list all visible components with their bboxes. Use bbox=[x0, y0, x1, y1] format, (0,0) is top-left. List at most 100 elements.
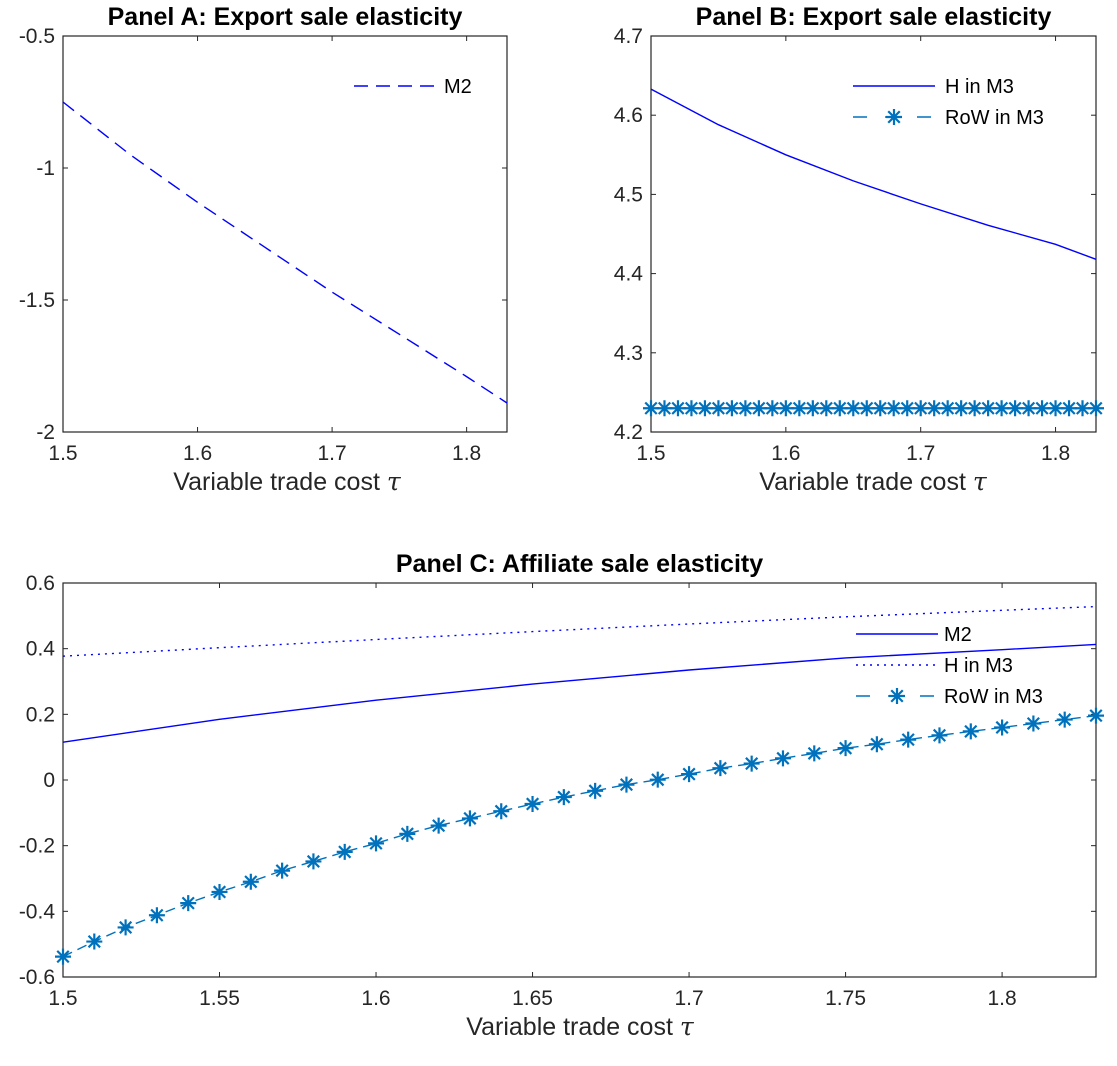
panel-b-title: Panel B: Export sale elasticity bbox=[696, 3, 1052, 31]
panel-c-x-tick-label: 1.7 bbox=[674, 987, 703, 1010]
panel-b-series-row-in-m3-marker bbox=[804, 400, 821, 417]
panel-c-series-row-in-m3-marker bbox=[900, 731, 917, 748]
panel-c-series-row-in-m3-marker bbox=[1088, 707, 1104, 724]
panel-c-series-row-in-m3-marker bbox=[211, 883, 228, 900]
panel-c-series-row-in-m3-marker bbox=[806, 745, 823, 762]
panel-b-series-row-in-m3-marker bbox=[1074, 400, 1091, 417]
panel-b-series-row-in-m3-marker bbox=[872, 400, 889, 417]
panel-c-series-row-in-m3-marker bbox=[55, 948, 71, 965]
panel-c-y-tick-label: -0.2 bbox=[19, 835, 55, 858]
panel-b-series-row-in-m3-marker bbox=[1047, 400, 1064, 417]
panel-b-series-row-in-m3-marker bbox=[993, 400, 1010, 417]
panel-c-series-row-in-m3-marker bbox=[994, 719, 1011, 736]
panel-c-series-row-in-m3-marker bbox=[336, 843, 353, 860]
panel-a-x-tick-label: 1.7 bbox=[317, 442, 346, 465]
panel-b-series-h-in-m3-line bbox=[650, 88, 1097, 260]
panel-c-x-axis-label: Variable trade cost τ bbox=[466, 1012, 695, 1041]
panel-b-series-row-in-m3-marker bbox=[818, 400, 835, 417]
panel-b-legend-label: RoW in M3 bbox=[945, 107, 1044, 129]
panel-c-legend-label: M2 bbox=[944, 624, 972, 646]
panel-b-x-axis-label-symbol: τ bbox=[973, 467, 988, 496]
panel-b-x-axis-label-text: Variable trade cost bbox=[759, 468, 973, 496]
panel-b-series-row-in-m3-marker bbox=[885, 400, 902, 417]
panel-b-y-tick-label: 4.5 bbox=[614, 183, 643, 206]
panel-b-series-row-in-m3-marker bbox=[939, 400, 956, 417]
panel-c-series-row-in-m3-marker bbox=[493, 803, 510, 820]
panel-b-x-tick-label: 1.6 bbox=[771, 442, 800, 465]
panel-b-series-row-in-m3-marker bbox=[1061, 400, 1078, 417]
panel-c-x-axis-label-symbol: τ bbox=[680, 1012, 695, 1041]
panel-b-series-row-in-m3-marker bbox=[899, 400, 916, 417]
panel-a-title: Panel A: Export sale elasticity bbox=[108, 3, 463, 31]
panel-c-series-row-in-m3-marker bbox=[712, 760, 729, 777]
panel-c-series-row-in-m3-marker bbox=[1056, 711, 1073, 728]
panel-a-plot-area bbox=[62, 35, 508, 433]
panel-c-series-row-in-m3-marker bbox=[962, 723, 979, 740]
panel-c-series-row-in-m3-marker bbox=[524, 795, 541, 812]
panel-b-legend-label: H in M3 bbox=[945, 76, 1014, 98]
panel-b-series-row-in-m3-marker bbox=[791, 400, 808, 417]
panel-b-series-row-in-m3-marker bbox=[953, 400, 970, 417]
panel-b-series-row-in-m3-marker bbox=[1007, 400, 1024, 417]
panel-c-x-tick-label: 1.6 bbox=[361, 987, 390, 1010]
panel-b-chart: Panel B: Export sale elasticity 1.5 1.6 1.7… bbox=[614, 3, 1104, 496]
panel-b-plot-area bbox=[650, 35, 1097, 433]
panel-c-series-row-in-m3-marker bbox=[274, 862, 291, 879]
panel-c-x-tick-label: 1.8 bbox=[987, 987, 1016, 1010]
panel-b-series-row-in-m3-marker bbox=[696, 400, 713, 417]
panel-b-y-tick-label: 4.2 bbox=[614, 421, 643, 444]
panel-c-series-row-in-m3-marker bbox=[368, 835, 385, 852]
panel-c-y-tick-label: -0.4 bbox=[19, 900, 56, 923]
panel-c-series-row-in-m3-marker bbox=[461, 810, 478, 827]
panel-a-x-tick-label: 1.5 bbox=[48, 442, 77, 465]
panel-a-legend: M2 bbox=[354, 76, 472, 98]
panel-b-x-tick-label: 1.8 bbox=[1041, 442, 1070, 465]
panel-b-x-axis-label: Variable trade cost τ bbox=[759, 467, 988, 496]
panel-c-series-row-in-m3-marker bbox=[399, 825, 416, 842]
panel-b-series-row-in-m3-marker bbox=[966, 400, 983, 417]
panel-c-series-row-in-m3-marker bbox=[743, 755, 760, 772]
panel-c-x-axis-label-text: Variable trade cost bbox=[466, 1013, 680, 1041]
panel-c-series-row-in-m3-marker bbox=[86, 933, 103, 950]
panel-b-x-tick-label: 1.5 bbox=[636, 442, 665, 465]
panel-c-series-row-in-m3-marker bbox=[649, 771, 666, 788]
panel-b-series-row-in-m3-marker bbox=[777, 400, 794, 417]
panel-b-y-tick-label: 4.7 bbox=[614, 25, 643, 48]
panel-c-y-tick-label: 0.2 bbox=[26, 703, 55, 726]
panel-c-series-h-in-m3-line bbox=[62, 605, 1097, 657]
panel-b-series-row-in-m3-marker bbox=[710, 400, 727, 417]
panel-c-series-row-in-m3-marker bbox=[117, 919, 134, 936]
panel-b-series-row-in-m3-marker bbox=[669, 400, 686, 417]
panel-b-y-tick-label: 4.4 bbox=[614, 263, 644, 286]
panel-c-plot-area bbox=[62, 582, 1097, 978]
panel-c-series-row-in-m3-marker bbox=[618, 776, 635, 793]
panel-b-legend-marker bbox=[886, 109, 902, 125]
panel-b-series-row-in-m3-marker bbox=[845, 400, 862, 417]
panel-b-series-row-in-m3-marker bbox=[723, 400, 740, 417]
panel-a-x-tick-label: 1.8 bbox=[452, 442, 481, 465]
panel-a-y-tick-label: -1.5 bbox=[19, 289, 55, 312]
panel-a-x-axis-label-symbol: τ bbox=[387, 467, 402, 496]
panel-b-legend: H in M3 RoW in M3 bbox=[853, 76, 1044, 129]
panel-a-x-axis-label: Variable trade cost τ bbox=[173, 467, 402, 496]
panel-a-x-axis-label-text: Variable trade cost bbox=[173, 468, 387, 496]
panel-c-y-tick-label: 0.6 bbox=[26, 572, 55, 595]
panel-c-series-row-in-m3-line bbox=[62, 714, 1097, 958]
panel-a-y-tick-label: -0.5 bbox=[19, 25, 55, 48]
panel-c-series-row-in-m3-marker bbox=[1025, 715, 1042, 732]
panel-c-series-row-in-m3-marker bbox=[868, 736, 885, 753]
panel-b-series-row-in-m3-marker bbox=[1020, 400, 1037, 417]
panel-c-y-tick-label: 0.4 bbox=[26, 638, 56, 661]
panel-c-series-row-in-m3-marker bbox=[681, 766, 698, 783]
panel-a-chart: Panel A: Export sale elasticity 1.5 1.6 1.7… bbox=[19, 3, 508, 496]
panel-b-x-tick-label: 1.7 bbox=[906, 442, 935, 465]
panel-c-y-tick-label: 0 bbox=[43, 769, 55, 792]
panel-c-series-row-in-m3-marker bbox=[430, 817, 447, 834]
panel-b-series-row-in-m3-marker bbox=[1088, 400, 1104, 417]
panel-c-series-row-in-m3-marker bbox=[242, 873, 259, 890]
panel-c-legend-label: H in M3 bbox=[944, 655, 1013, 677]
panel-b-series-row-in-m3-marker bbox=[764, 400, 781, 417]
panel-b-series-row-in-m3-marker bbox=[750, 400, 767, 417]
panel-c-title: Panel C: Affiliate sale elasticity bbox=[396, 550, 763, 578]
